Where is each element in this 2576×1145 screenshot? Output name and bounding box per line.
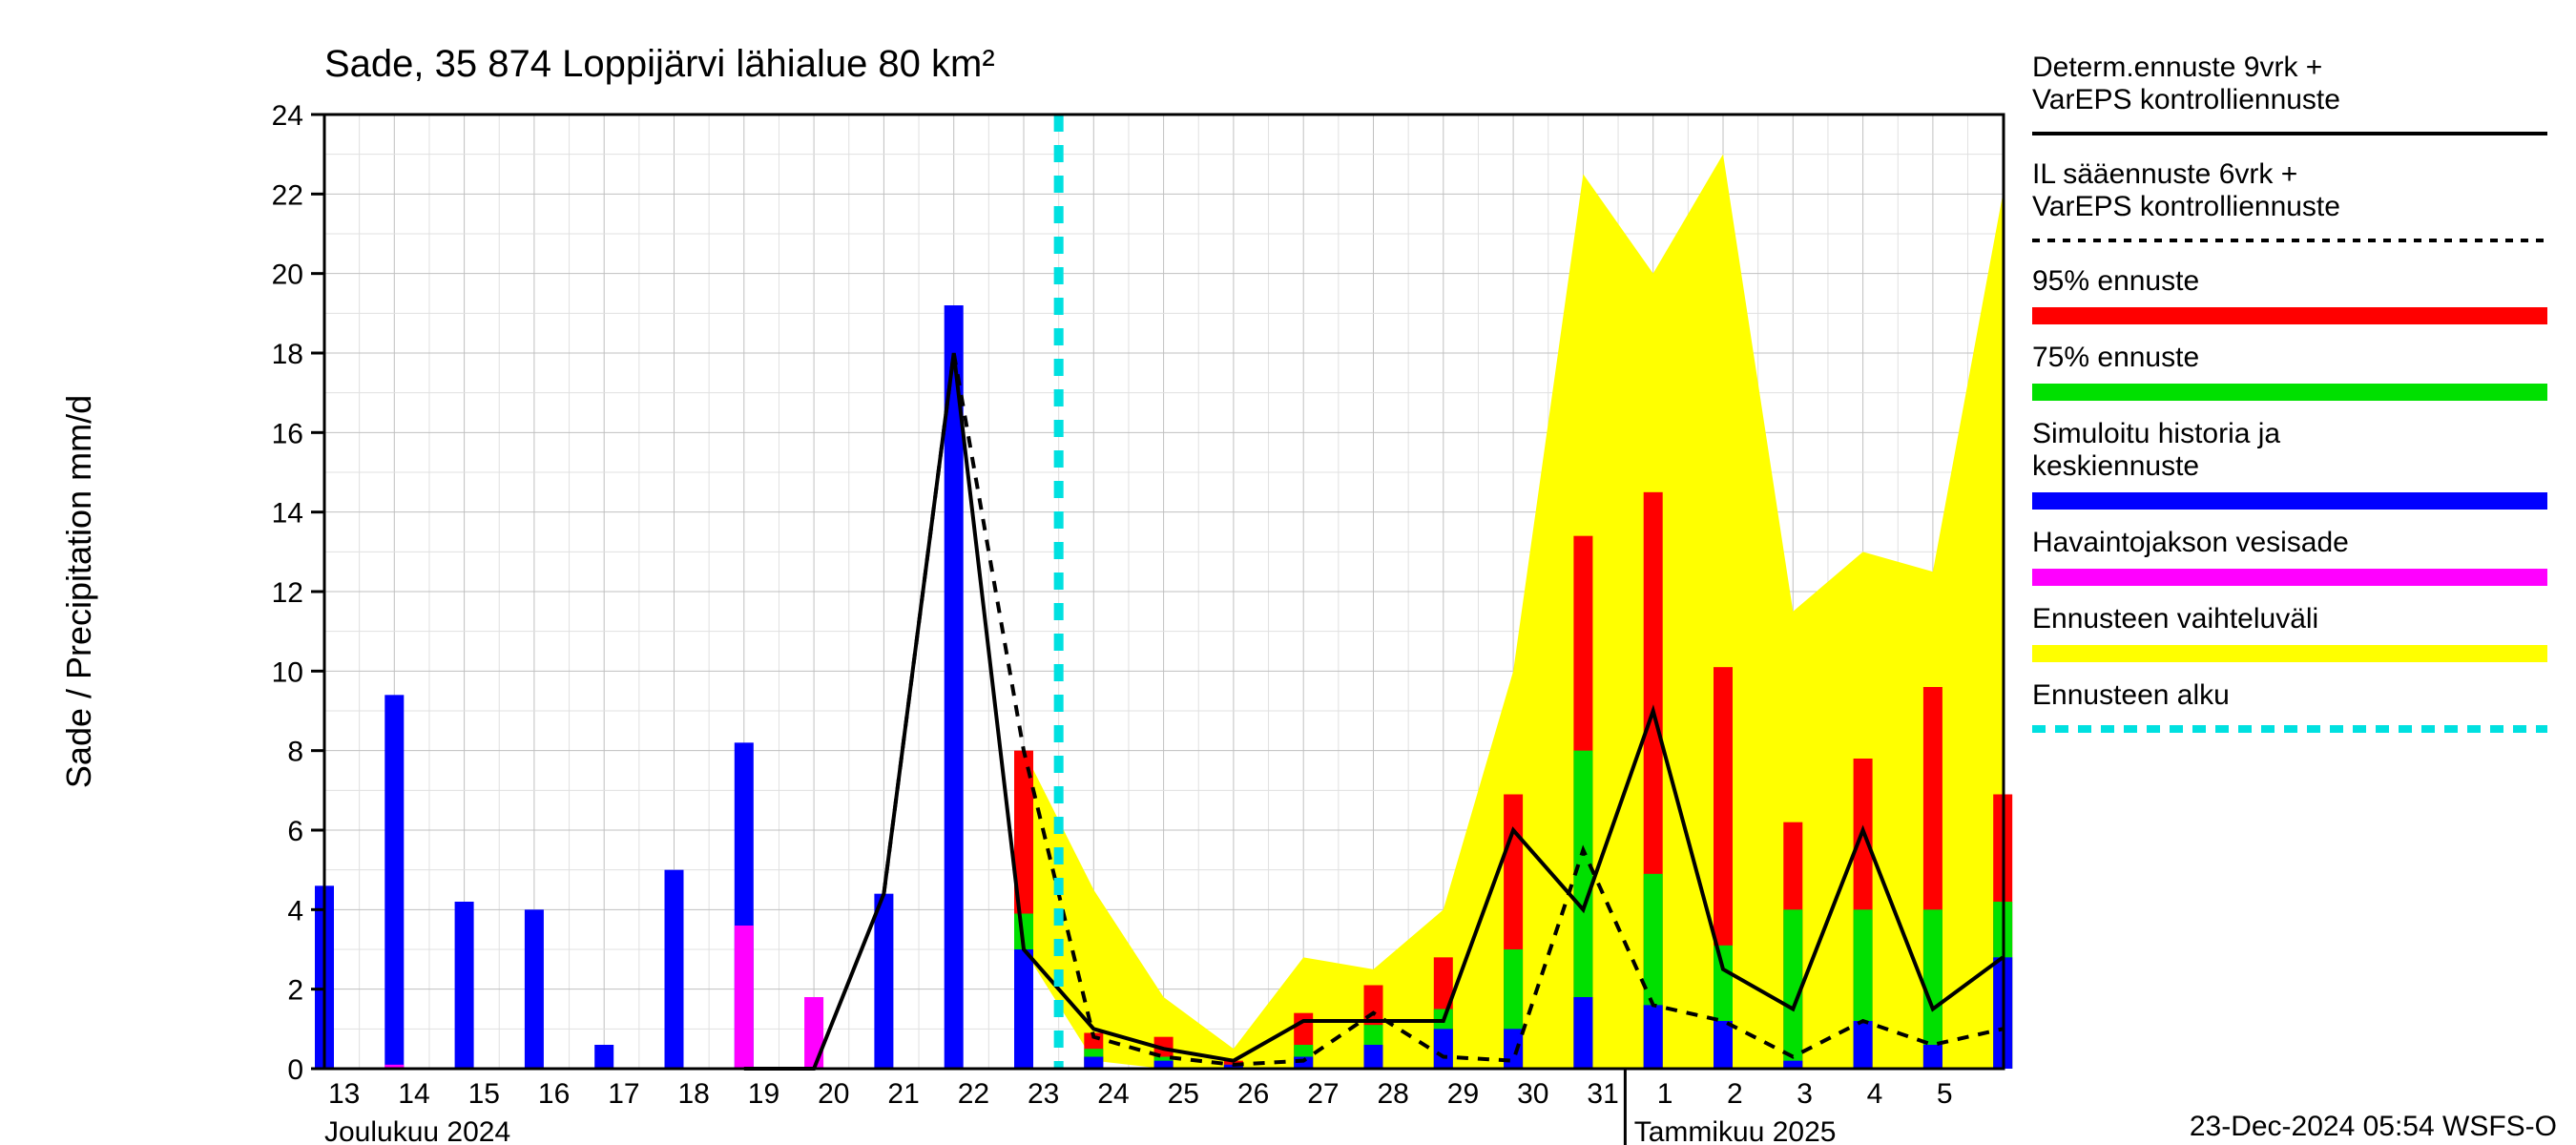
bar-history [455, 902, 474, 1069]
legend-label: Ennusteen alku [2032, 679, 2230, 711]
legend-label: VarEPS kontrolliennuste [2032, 191, 2340, 222]
chart-container: 0246810121416182022241314151617181920212… [0, 0, 2576, 1145]
legend-label: Ennusteen vaihteluväli [2032, 603, 2318, 635]
xtick-label: 1 [1657, 1078, 1673, 1110]
bar-history [874, 894, 893, 1069]
month-label: Tammikuu 2025 [1634, 1116, 1837, 1145]
xtick-label: 4 [1867, 1078, 1883, 1110]
ytick-label: 18 [272, 339, 303, 370]
ytick-label: 20 [272, 260, 303, 291]
bar-median [1364, 1045, 1383, 1069]
xtick-label: 24 [1097, 1078, 1129, 1110]
xtick-label: 14 [398, 1078, 429, 1110]
bar-history [525, 909, 544, 1069]
chart-title: Sade, 35 874 Loppijärvi lähialue 80 km² [324, 43, 995, 85]
y-axis-label: Sade / Precipitation mm/d [59, 395, 98, 788]
xtick-label: 5 [1937, 1078, 1953, 1110]
bar-median [1504, 1029, 1523, 1069]
bar-history [665, 870, 684, 1069]
ytick-label: 14 [272, 498, 303, 530]
xtick-label: 31 [1587, 1078, 1618, 1110]
bar-median [1644, 1005, 1663, 1069]
bar-rain-obs [804, 997, 823, 1069]
ytick-label: 4 [287, 895, 303, 926]
ytick-label: 0 [287, 1054, 303, 1086]
xtick-label: 21 [887, 1078, 919, 1110]
legend-swatch [2032, 645, 2547, 662]
xtick-label: 13 [328, 1078, 360, 1110]
xtick-label: 2 [1727, 1078, 1743, 1110]
bar-median [1714, 1021, 1733, 1069]
xtick-label: 25 [1168, 1078, 1199, 1110]
xtick-label: 16 [538, 1078, 570, 1110]
xtick-label: 27 [1307, 1078, 1339, 1110]
chart-svg: 0246810121416182022241314151617181920212… [0, 0, 2576, 1145]
xtick-label: 15 [468, 1078, 500, 1110]
bar-median [1923, 1045, 1942, 1069]
ytick-label: 2 [287, 975, 303, 1007]
xtick-label: 30 [1517, 1078, 1548, 1110]
legend-swatch [2032, 492, 2547, 510]
ytick-label: 12 [272, 577, 303, 609]
footer-timestamp: 23-Dec-2024 05:54 WSFS-O [2190, 1111, 2557, 1142]
bar-median [1854, 1021, 1873, 1069]
legend-label: Determ.ennuste 9vrk + [2032, 52, 2322, 83]
xtick-label: 23 [1028, 1078, 1059, 1110]
xtick-label: 28 [1378, 1078, 1409, 1110]
legend-swatch [2032, 384, 2547, 401]
legend-label: IL sääennuste 6vrk + [2032, 158, 2297, 190]
ytick-label: 22 [272, 179, 303, 211]
ytick-label: 10 [272, 656, 303, 688]
legend-label: 95% ennuste [2032, 265, 2199, 297]
xtick-label: 3 [1797, 1078, 1813, 1110]
month-label: Joulukuu 2024 [324, 1116, 510, 1145]
bar-median [1573, 997, 1592, 1069]
bar-history [594, 1045, 613, 1069]
xtick-label: 22 [958, 1078, 989, 1110]
legend-label: VarEPS kontrolliennuste [2032, 84, 2340, 115]
legend-label: keskiennuste [2032, 450, 2199, 482]
xtick-label: 19 [748, 1078, 779, 1110]
xtick-label: 17 [608, 1078, 639, 1110]
ytick-label: 6 [287, 816, 303, 847]
bar-median [1434, 1029, 1453, 1069]
bar-history [384, 695, 404, 1069]
xtick-label: 26 [1237, 1078, 1269, 1110]
legend-swatch [2032, 307, 2547, 324]
legend-label: Havaintojakson vesisade [2032, 527, 2349, 558]
ytick-label: 24 [272, 100, 303, 132]
legend-label: 75% ennuste [2032, 342, 2199, 373]
legend-label: Simuloitu historia ja [2032, 418, 2280, 449]
bar-median [1084, 1057, 1103, 1070]
bar-rain-obs [735, 926, 754, 1069]
xtick-label: 18 [678, 1078, 710, 1110]
bar-history [1014, 949, 1033, 1069]
ytick-label: 8 [287, 737, 303, 768]
legend-swatch [2032, 569, 2547, 586]
xtick-label: 29 [1447, 1078, 1479, 1110]
xtick-label: 20 [818, 1078, 849, 1110]
ytick-label: 16 [272, 418, 303, 449]
